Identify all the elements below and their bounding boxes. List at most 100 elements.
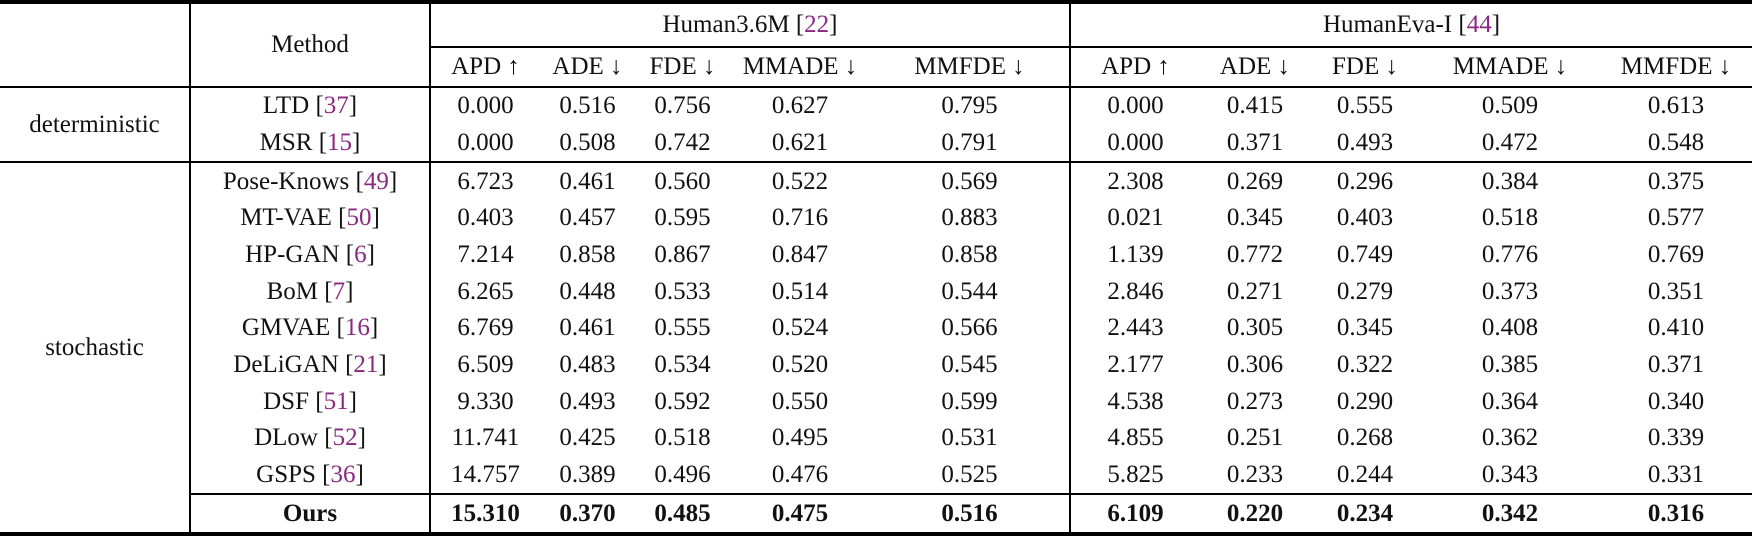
metric-value: 6.265 — [457, 277, 514, 305]
metric-value: 0.791 — [870, 124, 1071, 163]
method-column-header: Method — [190, 2, 431, 88]
metric-value: 0.858 — [559, 240, 616, 268]
table-row: MT-VAE [50] 0.403 0.457 0.595 0.716 0.883 0.02… — [0, 200, 1752, 237]
metric-value: 0.425 — [559, 424, 616, 452]
method-cell: HP-GAN [6] — [190, 236, 431, 274]
metric-value: 0.305 — [1226, 314, 1284, 342]
metric-value: 0.520 — [771, 350, 829, 378]
metric-value: 11.741 — [451, 424, 520, 452]
metric-value: 14.757 — [451, 460, 520, 488]
metric-value: 0.351 — [1647, 277, 1705, 305]
citation-bracket: [ — [318, 277, 333, 305]
metric-value: 0.495 — [771, 424, 829, 452]
metric-value: 4.855 — [1107, 424, 1164, 452]
method-name: DeLiGAN — [233, 350, 339, 378]
metric-value: 0.531 — [870, 419, 1071, 457]
method-cell: Ours — [190, 493, 431, 534]
metric-value: 0.251 — [1226, 424, 1284, 452]
metric-header-ade: ADE ↓ — [1200, 47, 1310, 88]
citation-number: 49 — [363, 167, 389, 195]
metric-value: 0.776 — [1481, 240, 1539, 268]
metric-value: 0.340 — [1647, 387, 1705, 415]
metric-value: 0.476 — [771, 460, 829, 488]
method-name: LTD — [262, 92, 310, 120]
citation-number: 50 — [346, 204, 372, 232]
metric-value: 0.410 — [1647, 314, 1705, 342]
metric-value: 0.345 — [1226, 204, 1284, 232]
metric-value: 0.522 — [730, 161, 870, 201]
metric-value: 2.846 — [1107, 277, 1164, 305]
dataset-name: Human3.6M — [662, 11, 790, 38]
table-row: Ours 15.310 0.370 0.485 0.475 0.516 6.109 0.220… — [0, 493, 1752, 534]
metric-value: 0.343 — [1481, 460, 1539, 488]
metric-value: 0.493 — [1336, 129, 1394, 156]
table-row: stochastic Pose-Knows [49] 6.723 0.461 0.560… — [0, 161, 1752, 534]
metric-value: 0.599 — [870, 383, 1071, 420]
metric-value: 0.592 — [654, 387, 711, 415]
metric-value: 0.373 — [1481, 277, 1539, 305]
metric-value: 0.795 — [870, 87, 1071, 125]
metric-header-mmfde: MMFDE ↓ — [1600, 47, 1752, 88]
citation-number: 52 — [332, 424, 358, 452]
category-label: stochastic — [0, 161, 191, 534]
metric-value: 0.548 — [1647, 129, 1705, 156]
metric-value: 0.518 — [1481, 204, 1539, 232]
method-name: GMVAE — [241, 314, 331, 342]
table-row: HP-GAN [6] 7.214 0.858 0.867 0.847 0.858 1.139… — [0, 236, 1752, 274]
method-cell: MSR [15] — [190, 124, 431, 163]
metric-value: 0.000 — [1107, 92, 1164, 120]
metric-value: 0.408 — [1481, 314, 1539, 342]
metric-value: 0.316 — [1600, 493, 1752, 534]
table-row: deterministic LTD [37] 0.000 0.516 0.756 0.62… — [0, 87, 1752, 163]
metric-value: 0.000 — [457, 129, 514, 156]
metric-header-mmade: MMADE ↓ — [1420, 47, 1600, 88]
metric-value: 2.308 — [1070, 161, 1200, 201]
metric-value: 0.371 — [1226, 129, 1284, 156]
citation-bracket: ] — [829, 11, 838, 38]
citation-bracket: [ — [338, 350, 354, 378]
metric-value: 0.534 — [654, 350, 711, 378]
metric-value: 0.493 — [559, 387, 616, 415]
metric-value: 0.370 — [540, 493, 635, 534]
metric-value: 0.577 — [1647, 204, 1705, 232]
table-body: deterministic LTD [37] 0.000 0.516 0.756 0.62… — [0, 87, 1752, 534]
metric-value: 0.566 — [870, 309, 1071, 347]
metric-value: 0.271 — [1226, 277, 1284, 305]
citation-number: 37 — [323, 92, 349, 120]
method-cell: GMVAE [16] — [190, 309, 431, 347]
metric-value: 0.555 — [654, 314, 711, 342]
metric-value: 0.322 — [1336, 350, 1394, 378]
method-name: GSPS — [256, 460, 316, 488]
citation-number: 44 — [1466, 11, 1492, 38]
metric-value: 0.756 — [654, 92, 711, 120]
metric-value: 0.384 — [1420, 161, 1600, 201]
metric-value: 0.613 — [1647, 92, 1705, 120]
metric-value: 0.279 — [1336, 277, 1394, 305]
citation-bracket: ] — [355, 460, 364, 488]
metric-value: 0.461 — [540, 161, 635, 201]
metric-value: 0.364 — [1481, 387, 1539, 415]
metric-value: 0.627 — [771, 92, 829, 120]
metric-value: 0.331 — [1647, 460, 1705, 488]
metric-value: 0.483 — [559, 350, 616, 378]
method-name: Ours — [282, 499, 338, 527]
method-name: DSF — [263, 387, 309, 415]
table-row: GMVAE [16] 6.769 0.461 0.555 0.524 0.566 2.443… — [0, 309, 1752, 347]
dataset-header-humaneva: HumanEva-I [44] — [1070, 2, 1752, 48]
method-name: MT-VAE — [240, 204, 332, 232]
method-cell: LTD [37] — [190, 87, 431, 125]
citation-bracket: ] — [388, 167, 398, 195]
citation-bracket: ] — [371, 204, 380, 232]
metric-value: 0.595 — [654, 204, 711, 232]
metric-value: 5.825 — [1107, 460, 1164, 488]
method-cell: DSF [51] — [190, 383, 431, 420]
metric-value: 0.742 — [654, 129, 711, 156]
metric-value: 0.448 — [559, 277, 616, 305]
metric-value: 0.403 — [457, 204, 514, 232]
metric-value: 0.375 — [1600, 161, 1752, 201]
method-cell: Pose-Knows [49] — [190, 161, 431, 201]
metric-value: 0.867 — [654, 240, 711, 268]
citation-bracket: [ — [1458, 11, 1467, 38]
metric-value: 0.268 — [1336, 424, 1394, 452]
metric-value: 0.749 — [1336, 240, 1394, 268]
